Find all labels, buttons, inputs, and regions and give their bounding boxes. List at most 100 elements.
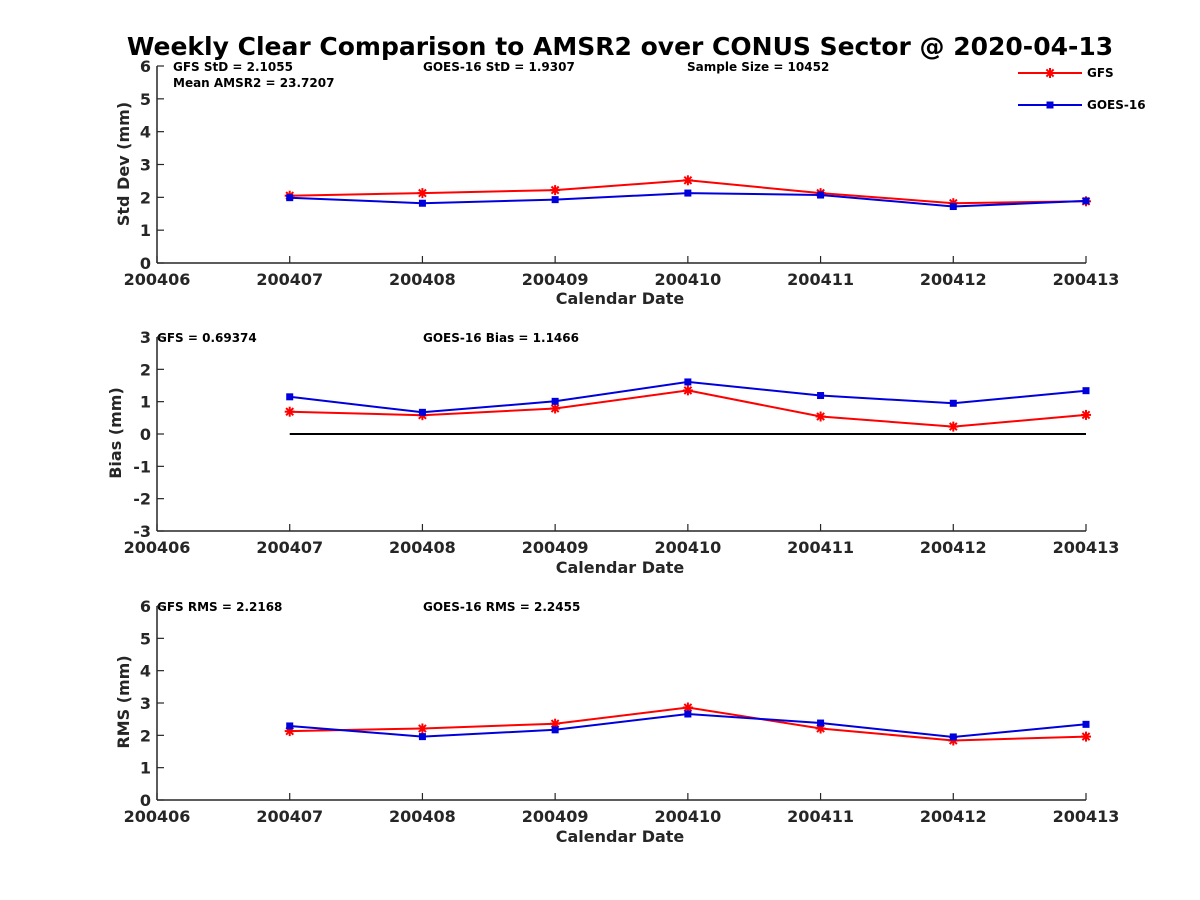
y-axis-label: Bias (mm) [106,387,125,479]
annotation-gfs-rms: GFS RMS = 2.2168 [157,600,282,614]
x-tick-label: 200412 [920,270,987,289]
y-tick-label: 5 [140,90,151,109]
data-point-goes16 [418,199,426,207]
y-tick-label: 1 [140,759,151,778]
x-tick-label: 200408 [389,538,456,557]
y-tick-label: 2 [140,188,151,207]
x-tick-label: 200410 [654,538,721,557]
series-line-gfs [289,389,1087,428]
data-point-goes16 [817,719,825,727]
x-tick-label: 200413 [1053,270,1120,289]
x-tick-label: 200409 [522,807,589,826]
x-tick-label: 200412 [920,538,987,557]
data-point-goes16 [949,733,957,741]
y-tick-label: 3 [140,694,151,713]
data-point-goes16 [684,189,692,197]
x-tick-label: 200410 [654,270,721,289]
y-tick-label: 0 [140,254,151,273]
x-tick-label: 200406 [124,538,191,557]
annotation-gfs-std: GFS StD = 2.1055 [173,60,293,74]
x-tick-label: 200408 [389,270,456,289]
x-tick-label: 200411 [787,270,854,289]
panel-bias: GFS = 0.69374 GOES-16 Bias = 1.1466 Cale… [106,328,1119,577]
y-tick-label: 0 [140,791,151,810]
data-point-goes16 [684,710,692,718]
x-tick-label: 200411 [787,807,854,826]
y-tick-label: 3 [140,156,151,175]
y-tick-label: 6 [140,597,151,616]
legend-gfs-marker [1045,68,1055,78]
data-point-goes16 [1082,720,1090,728]
annotation-goes16-rms: GOES-16 RMS = 2.2455 [423,600,580,614]
data-point-gfs [284,406,295,417]
y-tick-label: 4 [140,662,151,681]
annotation-mean-amsr2: Mean AMSR2 = 23.7207 [173,76,334,90]
data-point-goes16 [418,733,426,741]
data-point-gfs [682,175,693,186]
data-point-gfs [682,385,693,396]
legend-goes16-marker [1046,101,1054,109]
x-tick-label: 200408 [389,807,456,826]
data-point-goes16 [551,397,559,405]
y-tick-label: 2 [140,360,151,379]
x-tick-label: 200409 [522,538,589,557]
y-tick-label: 4 [140,123,151,142]
legend-entry-gfs: GFS [1018,66,1114,80]
annotation-goes16-bias: GOES-16 Bias = 1.1466 [423,331,579,345]
y-tick-label: -3 [133,522,151,541]
data-point-gfs [550,403,561,414]
y-tick-label: 6 [140,57,151,76]
y-axis-label: Std Dev (mm) [114,102,133,226]
x-tick-label: 200412 [920,807,987,826]
figure-title: Weekly Clear Comparison to AMSR2 over CO… [127,32,1113,61]
y-tick-label: 1 [140,393,151,412]
data-point-gfs [1081,731,1091,742]
x-axis-label: Calendar Date [556,289,685,308]
data-point-goes16 [551,726,559,734]
data-point-goes16 [286,393,294,401]
data-point-goes16 [817,191,825,199]
x-axis-label: Calendar Date [556,827,685,846]
data-point-goes16 [551,196,559,204]
x-tick-label: 200410 [654,807,721,826]
y-tick-label: 3 [140,328,151,347]
x-tick-label: 200407 [256,807,323,826]
data-point-goes16 [949,399,957,407]
data-point-goes16 [817,392,825,400]
legend: GFS GOES-16 [1018,66,1146,112]
annotation-goes16-std: GOES-16 StD = 1.9307 [423,60,575,74]
x-tick-label: 200407 [256,270,323,289]
x-tick-label: 200406 [124,270,191,289]
data-point-gfs [417,188,428,199]
y-tick-label: 1 [140,221,151,240]
data-point-goes16 [1082,387,1090,395]
data-point-goes16 [418,408,426,416]
data-point-gfs [550,185,561,196]
data-point-goes16 [286,722,294,730]
x-tick-label: 200411 [787,538,854,557]
x-tick-label: 200407 [256,538,323,557]
y-tick-label: 5 [140,629,151,648]
legend-goes16-label: GOES-16 [1087,98,1146,112]
data-point-goes16 [286,194,294,202]
y-axis-label: RMS (mm) [114,655,133,748]
data-point-gfs [417,723,428,734]
y-tick-label: 0 [140,425,151,444]
panel-std-dev: GFS StD = 2.1055 GOES-16 StD = 1.9307 Sa… [114,57,1119,308]
legend-gfs-label: GFS [1087,66,1114,80]
data-point-gfs [1081,409,1091,420]
legend-entry-goes16: GOES-16 [1018,98,1146,112]
x-tick-label: 200406 [124,807,191,826]
data-point-gfs [948,421,959,432]
x-axis-label: Calendar Date [556,558,685,577]
x-tick-label: 200413 [1053,538,1120,557]
annotation-sample-size: Sample Size = 10452 [687,60,829,74]
y-tick-label: -1 [133,457,151,476]
x-tick-label: 200413 [1053,807,1120,826]
y-tick-label: -2 [133,490,151,509]
x-tick-label: 200409 [522,270,589,289]
data-point-gfs [550,718,561,729]
annotation-gfs-bias: GFS = 0.69374 [157,331,257,345]
